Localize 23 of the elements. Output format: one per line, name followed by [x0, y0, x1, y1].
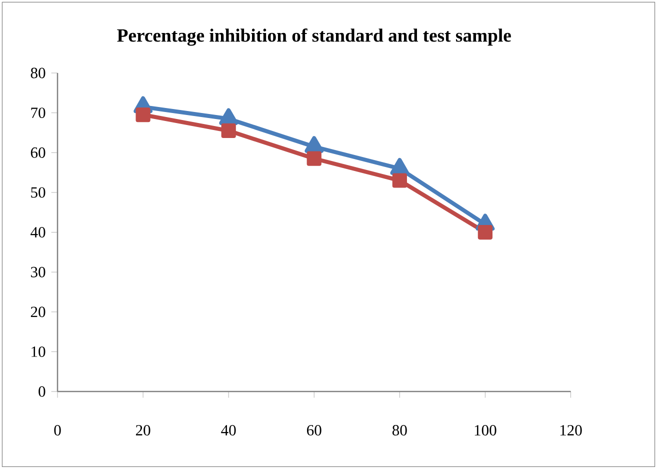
y-tick-label: 70 — [31, 108, 46, 118]
point — [390, 158, 410, 175]
x-tick-label: 60 — [307, 425, 322, 436]
y-tick-label: 10 — [32, 346, 46, 357]
y-tick-label: 0 — [38, 386, 46, 397]
y-tick-label: 20 — [30, 306, 46, 318]
point — [478, 224, 492, 240]
y-tick-label: 30 — [31, 266, 46, 278]
x-tick-label: 120 — [560, 425, 582, 436]
x-tick-label: 0 — [54, 425, 61, 436]
y-tick-label: 40 — [30, 227, 46, 238]
y-tick-label: 50 — [31, 187, 46, 198]
x-tick-label: 100 — [474, 425, 496, 436]
point — [306, 151, 322, 166]
point — [392, 173, 407, 188]
y-tick-label: 60 — [30, 147, 46, 158]
point — [304, 136, 324, 153]
x-tick-label: 20 — [136, 425, 150, 436]
y-tick-label: 80 — [30, 68, 46, 78]
x-tick-label: 80 — [392, 425, 407, 436]
x-tick-label: 40 — [221, 425, 236, 436]
chart-title: Percentage inhibition of standard and test sample — [117, 28, 511, 46]
point — [219, 108, 238, 126]
